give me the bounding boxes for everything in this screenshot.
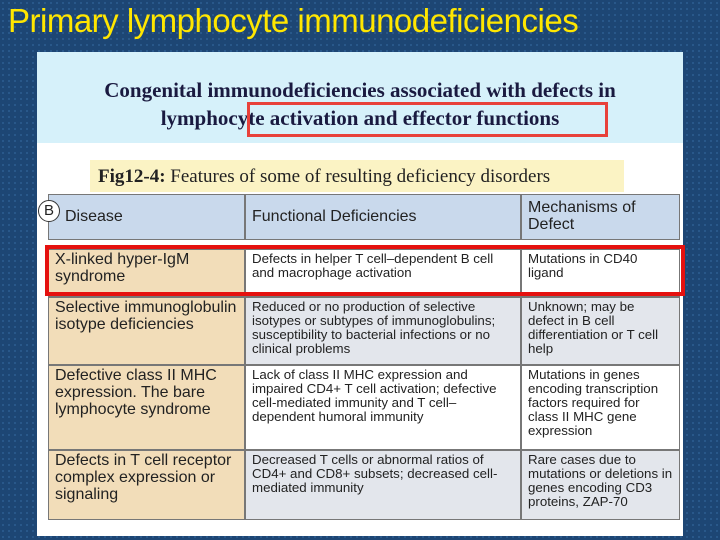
cell-functional: Reduced or no production of selective is… (245, 297, 521, 365)
header-mechanisms: Mechanisms of Defect (521, 194, 680, 240)
slide-title: Primary lymphocyte immunodeficiencies (8, 2, 579, 39)
heading-highlight-box (247, 102, 608, 137)
table-row: Selective immunoglobulin isotype deficie… (48, 297, 680, 365)
cell-mechanism: Mutations in CD40 ligand (521, 249, 680, 297)
table-row: X-linked hyper-IgM syndrome Defects in h… (48, 249, 680, 297)
table-row: Defective class II MHC expression. The b… (48, 365, 680, 450)
cell-mechanism: Unknown; may be defect in B cell differe… (521, 297, 680, 365)
caption-label: Fig12-4: (98, 166, 166, 187)
cell-disease: X-linked hyper-IgM syndrome (48, 249, 245, 297)
cell-mechanism: Rare cases due to mutations or deletions… (521, 450, 680, 520)
figure-caption: Fig12-4: Features of some of resulting d… (90, 160, 624, 192)
header-functional: Functional Deficiencies (245, 194, 521, 240)
cell-disease: Defective class II MHC expression. The b… (48, 365, 245, 450)
cell-functional: Lack of class II MHC expression and impa… (245, 365, 521, 450)
row-highlight-box (45, 245, 685, 296)
cell-functional: Decreased T cells or abnormal ratios of … (245, 450, 521, 520)
cell-disease: Defects in T cell receptor complex expre… (48, 450, 245, 520)
heading-highlight-text: activation and effector functions (269, 106, 560, 130)
cell-mechanism: Mutations in genes encoding transcriptio… (521, 365, 680, 450)
figure-panel: Congenital immunodeficiencies associated… (37, 52, 685, 536)
header-disease: Disease (48, 194, 245, 240)
table-header: Disease Functional Deficiencies Mechanis… (48, 194, 680, 240)
heading-band: Congenital immunodeficiencies associated… (37, 52, 683, 143)
panel-label-badge: B (38, 200, 60, 222)
table-row: Defects in T cell receptor complex expre… (48, 450, 680, 520)
cell-disease: Selective immunoglobulin isotype deficie… (48, 297, 245, 365)
heading-line-1: Congenital immunodeficiencies associated… (104, 78, 616, 102)
caption-text: Features of some of resulting deficiency… (165, 166, 551, 187)
cell-functional: Defects in helper T cell–dependent B cel… (245, 249, 521, 297)
